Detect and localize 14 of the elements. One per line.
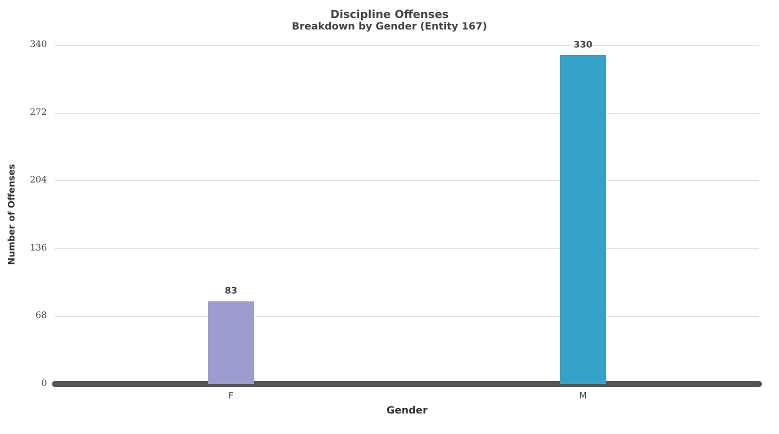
y-axis-title: Number of Offenses <box>8 164 18 265</box>
data-label: 330 <box>574 40 592 50</box>
y-tick-label: 204 <box>30 176 48 186</box>
y-tick-label: 136 <box>30 243 48 254</box>
x-tick-label: M <box>579 392 587 402</box>
chart-title: Discipline Offenses <box>330 8 450 21</box>
x-axis-title: Gender <box>386 406 428 416</box>
x-tick-label: F <box>228 392 234 402</box>
chart-subtitle: Breakdown by Gender (Entity 167) <box>292 22 488 32</box>
y-tick-label: 68 <box>36 311 48 322</box>
y-tick-label: 0 <box>41 379 48 389</box>
y-tick-label: 340 <box>30 40 48 50</box>
y-tick-label: 272 <box>30 108 47 118</box>
data-label: 83 <box>224 286 238 297</box>
